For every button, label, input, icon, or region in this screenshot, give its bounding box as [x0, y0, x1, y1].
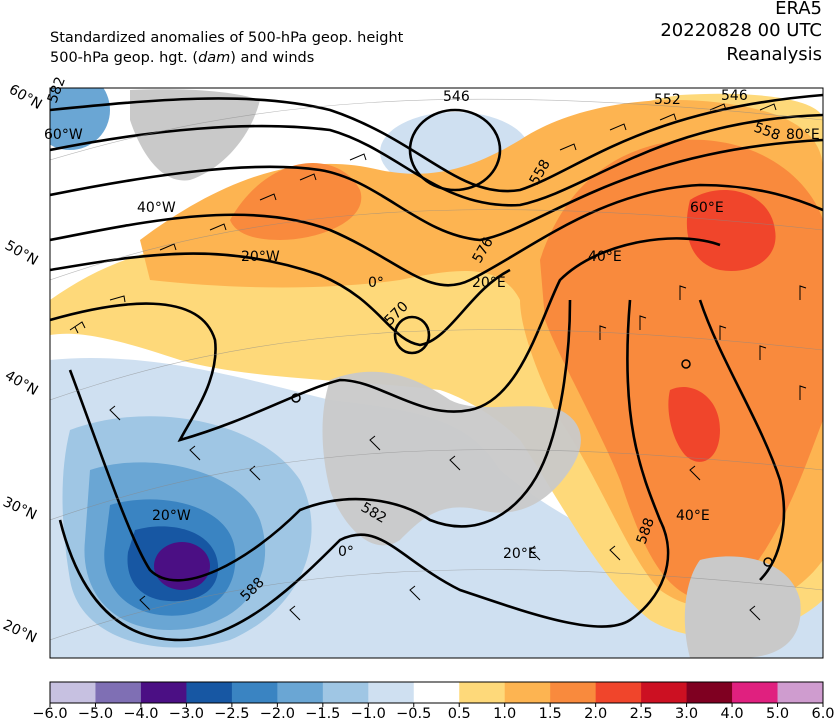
colorbar-swatch [50, 682, 96, 703]
colorbar-tick-label: 5.0 [765, 706, 790, 722]
colorbar-swatch [595, 682, 642, 703]
lon-label-20w-north: 20°W [241, 249, 280, 265]
land-greenland [130, 89, 260, 181]
colorbar-swatch [368, 682, 415, 703]
contour-546 [50, 93, 823, 193]
contour-label: 552 [654, 92, 681, 108]
colorbar-tick-label: −3.0 [168, 706, 205, 722]
colorbar-swatch [231, 682, 278, 703]
colorbar-tick-label: −0.5 [396, 706, 432, 722]
colorbar-swatch [322, 682, 369, 703]
colorbar-swatch [277, 682, 324, 703]
lon-label-20w-south: 20°W [152, 508, 191, 524]
high-marker [291, 393, 301, 403]
negative-anomaly-extreme [154, 542, 210, 590]
high-marker [681, 359, 691, 369]
graticule [50, 98, 823, 641]
contour-588-east [698, 299, 786, 581]
lon-label-0-north: 0° [368, 275, 384, 291]
colorbar-tick-label: −6.0 [32, 706, 68, 722]
positive-anomaly-stronger [668, 190, 776, 462]
lon-label-20e-south: 20°E [503, 546, 537, 562]
contour-label: 546 [721, 88, 748, 104]
colorbar-tick-label: 3.0 [675, 706, 699, 722]
negative-anomaly-north-west [50, 88, 110, 150]
lon-label-40e-south: 40°E [676, 508, 710, 524]
contour-cutoff-low [408, 108, 502, 192]
colorbar-swatch [140, 682, 187, 703]
map-frame-content [50, 88, 823, 658]
lat-label-40n: 40°N [2, 368, 41, 400]
colorbar-tick-label: −5.0 [77, 706, 114, 722]
colorbar-tick-label: −1.0 [350, 706, 386, 722]
colorbar-swatch [186, 682, 233, 703]
colorbar [49, 681, 824, 707]
chart-title-line1: Standardized anomalies of 500-hPa geop. … [50, 30, 404, 46]
colorbar-tick-label: −2.5 [214, 706, 250, 722]
colorbar-tick-label: −1.5 [305, 706, 341, 722]
colorbar-tick-label: −2.0 [259, 706, 295, 722]
lat-label-20n: 20°N [0, 617, 39, 646]
lon-label-40w: 40°W [137, 200, 176, 216]
colorbar-swatch [459, 682, 506, 703]
colorbar-swatch [777, 682, 824, 703]
lon-label-40e-north: 40°E [588, 249, 622, 265]
contour-576 [50, 237, 721, 443]
product-type: Reanalysis [726, 44, 822, 65]
colorbar-tick-label: 0.5 [447, 706, 471, 722]
lon-label-60w: 60°W [44, 127, 83, 143]
chart-title-line2: 500-hPa geop. hgt. (dam) and winds [50, 50, 315, 66]
colorbar-swatch [686, 682, 733, 703]
colorbar-swatch [95, 682, 142, 703]
data-source: ERA5 [775, 0, 822, 19]
contour-588 [58, 299, 670, 642]
contour-558 [50, 138, 823, 242]
colorbar-tick-label: 6.0 [811, 706, 834, 722]
valid-time: 20220828 00 UTC [660, 20, 822, 41]
contour-label: 546 [443, 89, 470, 105]
lon-label-80e: 80°E [786, 127, 820, 143]
colorbar-tick-label: 2.0 [584, 706, 608, 722]
contour-small-ring [393, 315, 431, 355]
colorbar-tick-label: −4.0 [123, 706, 159, 722]
colorbar-tick-label: 4.0 [720, 706, 744, 722]
colorbar-frame [49, 681, 824, 704]
colorbar-swatch [641, 682, 688, 703]
lon-label-60e: 60°E [690, 200, 724, 216]
colorbar-swatch [504, 682, 551, 703]
colorbar-swatch [550, 682, 597, 703]
lat-label-50n: 50°N [2, 238, 41, 270]
wind-barbs [69, 103, 807, 621]
contour-564 [50, 183, 823, 287]
colorbar-swatch [413, 682, 460, 703]
land-arabia [684, 556, 801, 658]
lat-label-30n: 30°N [0, 494, 39, 523]
colorbar-tick-label: 2.5 [629, 706, 653, 722]
map-frame [49, 87, 824, 659]
colorbar-tick-label: 1.0 [493, 706, 517, 722]
lon-label-20e-north: 20°E [472, 275, 506, 291]
colorbar-swatch [732, 682, 779, 703]
contour-570 [50, 252, 511, 347]
lat-label-60n: 60°N [6, 82, 45, 114]
high-marker [763, 557, 773, 567]
colorbar-tick-label: 1.5 [538, 706, 562, 722]
height-contours [50, 93, 823, 642]
lon-label-0-south: 0° [338, 544, 354, 560]
contour-552 [50, 113, 823, 207]
contour-582 [68, 299, 572, 582]
positive-anomaly-strong [230, 139, 823, 600]
